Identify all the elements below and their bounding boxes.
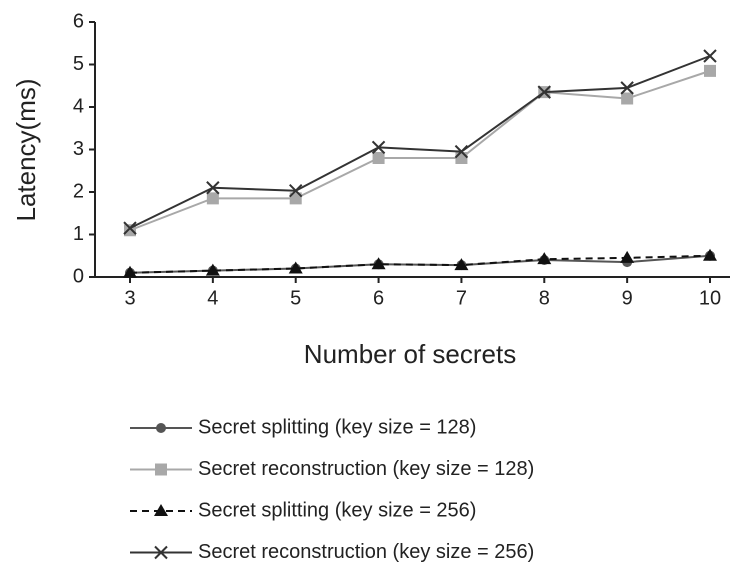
x-tick-label: 8 [539,287,550,309]
x-tick-label: 7 [456,287,467,309]
legend-marker [155,463,167,476]
point [371,140,386,155]
point [205,263,220,276]
point [704,64,716,77]
point [454,258,469,271]
legend-label: Secret reconstruction (key size = 128) [198,458,534,480]
point [621,92,634,105]
y-tick-label: 4 [73,95,84,117]
x-tick-label: 6 [373,287,384,309]
legend-label: Secret splitting (key size = 256) [198,499,476,521]
point [703,49,717,63]
legend-label: Secret reconstruction (key size = 256) [198,541,534,563]
x-axis-label: Number of secrets [304,339,516,369]
point [206,181,220,195]
y-tick-label: 0 [73,265,84,287]
y-tick-label: 3 [73,138,84,160]
point [123,265,137,278]
series-line [129,55,711,230]
x-tick-label: 4 [207,287,218,309]
y-tick-label: 2 [73,180,84,202]
series-line [129,254,711,274]
point [371,257,386,270]
legend-marker [156,423,166,433]
x-tick-label: 9 [622,287,633,309]
point [288,261,303,274]
legend-marker [154,504,168,516]
point [454,144,469,159]
series-line [129,69,711,232]
y-tick-label: 6 [73,10,84,32]
x-tick-label: 3 [124,287,135,309]
x-tick-label: 10 [699,287,721,309]
point [289,192,302,205]
point [206,192,219,205]
point [537,252,552,265]
y-tick-label: 5 [73,53,84,75]
legend-marker [154,545,168,560]
legend-label: Secret splitting (key size = 128) [198,416,476,438]
x-tick-label: 5 [290,287,301,309]
y-tick-label: 1 [73,223,84,245]
point [703,248,717,261]
point [620,81,634,95]
point [537,85,551,99]
point [620,250,635,263]
point [289,184,303,198]
y-axis-label: Latency(ms) [11,78,41,221]
point [123,221,137,235]
point [372,152,385,164]
point [455,152,468,164]
